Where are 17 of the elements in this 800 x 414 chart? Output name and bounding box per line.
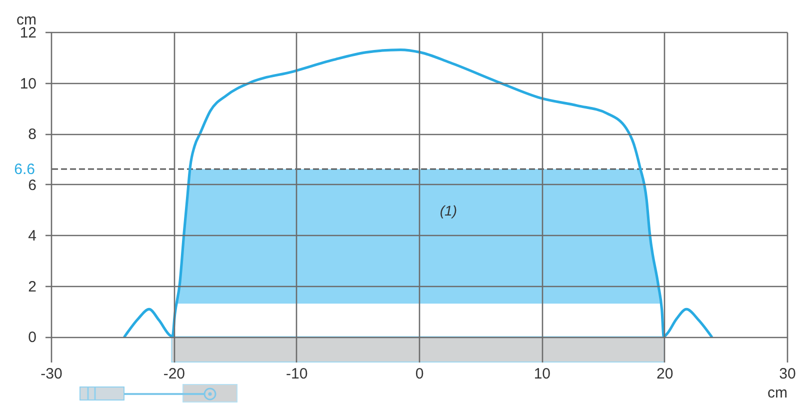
x-tick-label: 0 — [415, 366, 424, 382]
band-label: (1) — [440, 202, 458, 218]
x-tick-label: 20 — [656, 366, 674, 382]
line-series — [123, 48, 713, 338]
y-tick-label: 10 — [20, 75, 36, 92]
x-tick-label: -20 — [163, 366, 186, 382]
x-tick-label: -10 — [286, 366, 308, 382]
x-tick-label: 10 — [534, 366, 551, 382]
x-tick-label: -30 — [40, 366, 62, 382]
ref-line-label: 6.6 — [14, 161, 35, 178]
x-axis-title: cm — [768, 384, 788, 402]
y-tick-label: 6 — [28, 176, 36, 194]
y-tick-label: 2 — [28, 278, 36, 296]
y-tick-label: 8 — [28, 126, 36, 144]
y-tick-label: 4 — [28, 228, 36, 245]
x-tick-label: 30 — [779, 366, 796, 382]
y-tick-label: 0 — [28, 329, 36, 346]
